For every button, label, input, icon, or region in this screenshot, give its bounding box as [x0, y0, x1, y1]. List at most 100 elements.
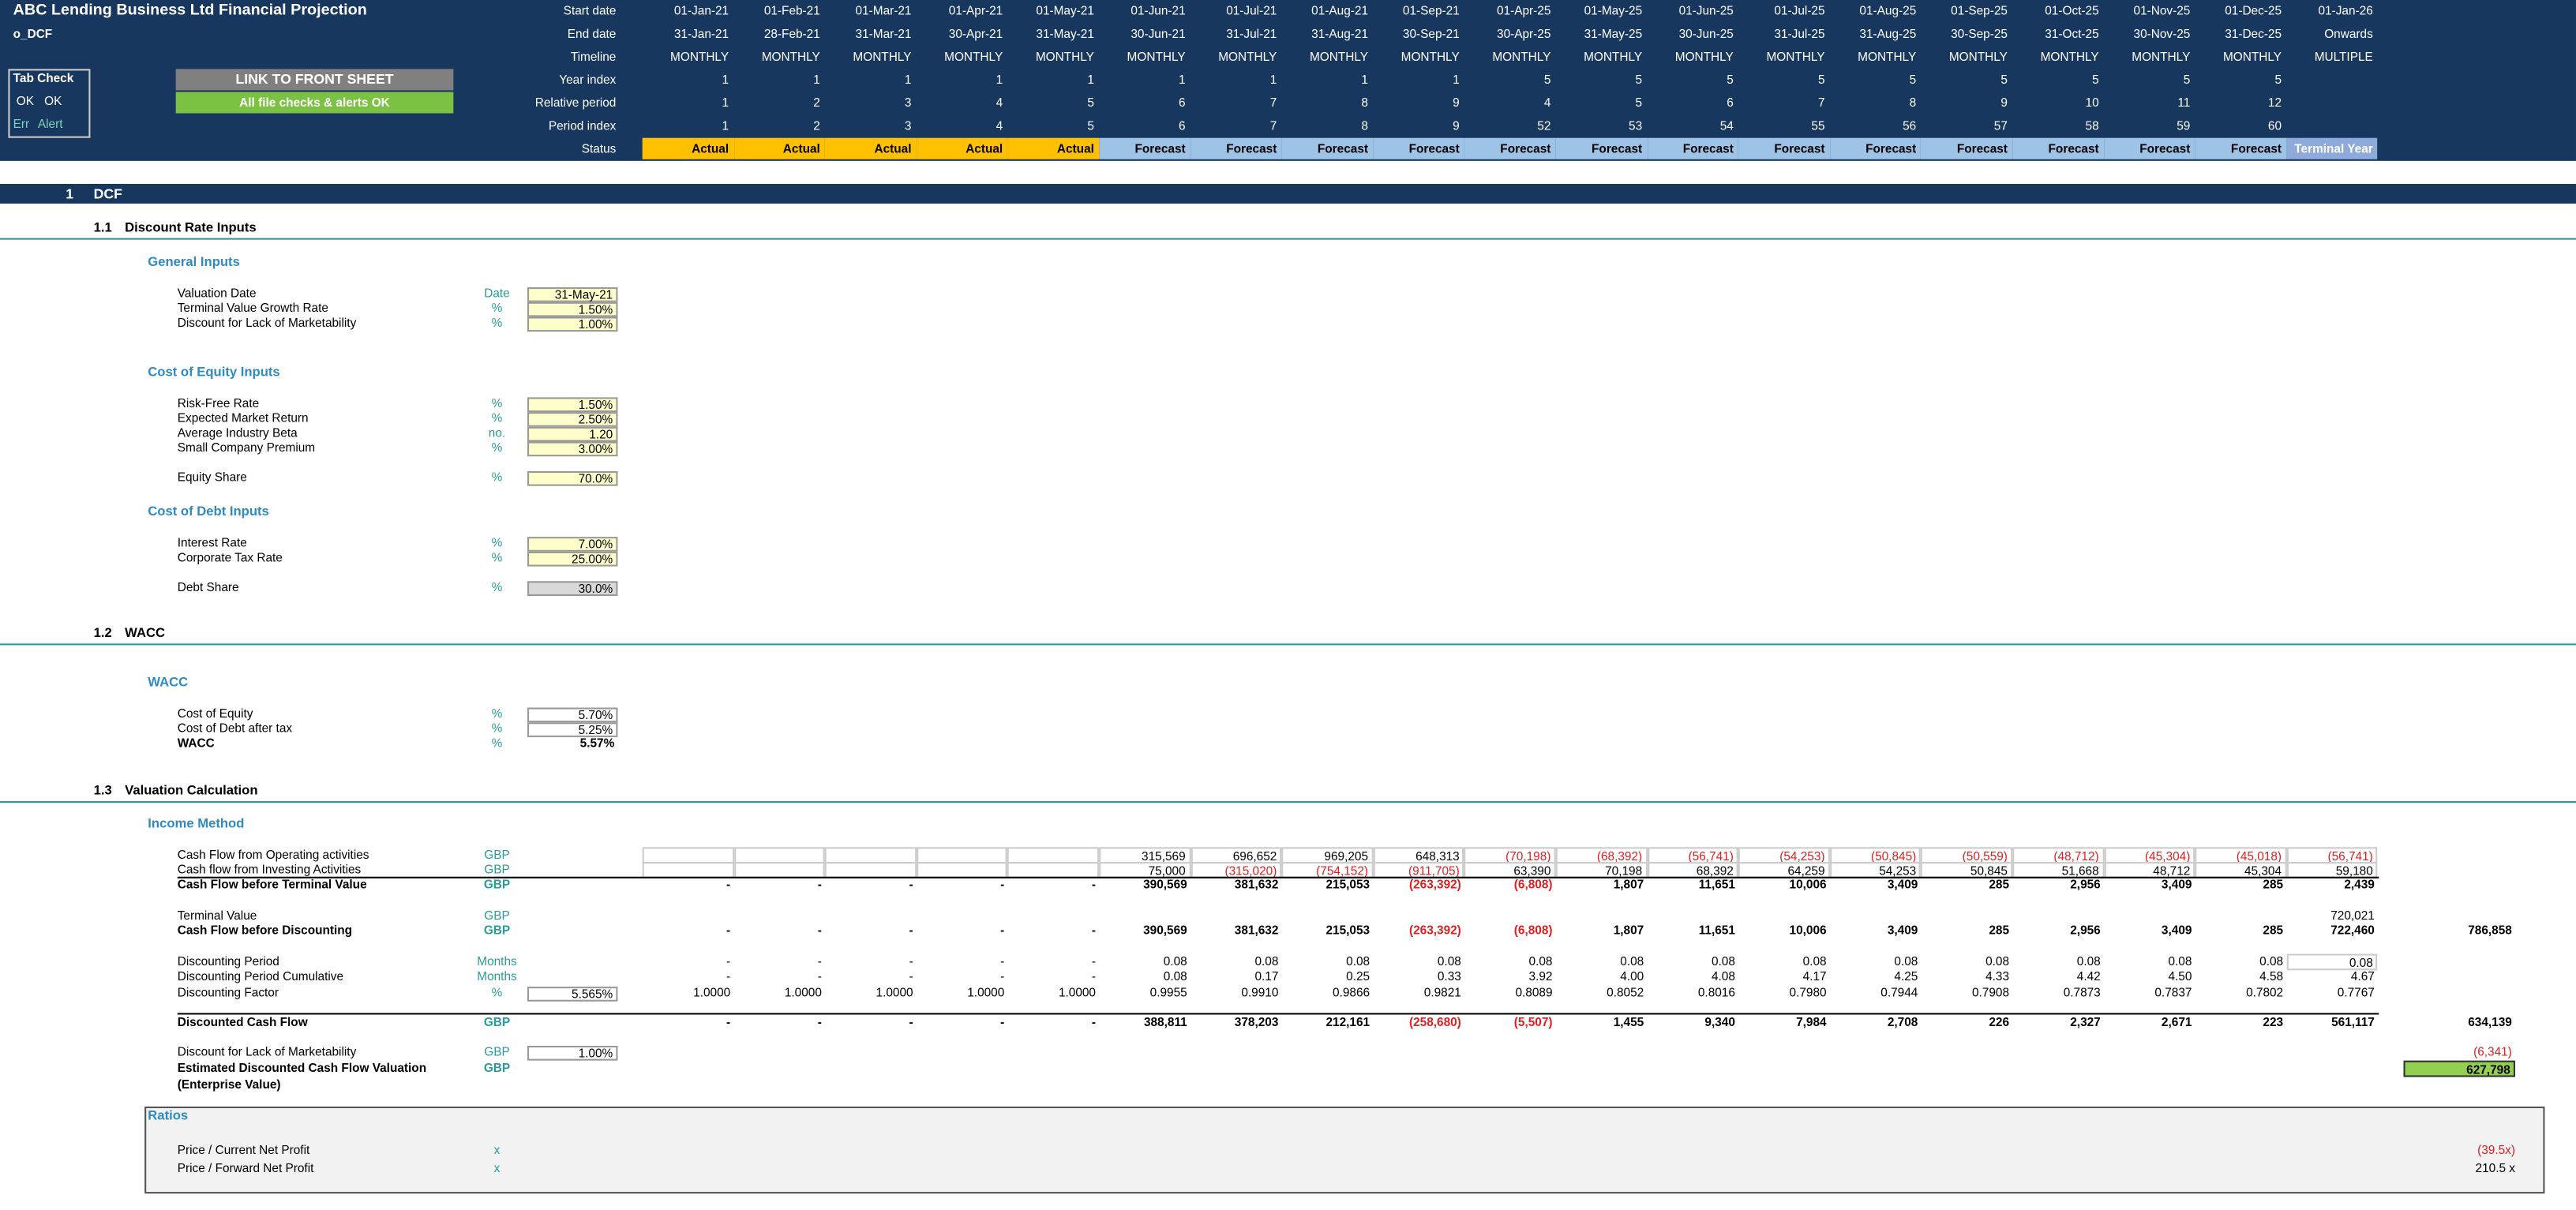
status-cell: Forecast: [1738, 137, 1830, 159]
value-cell: 3.92: [1528, 968, 1553, 983]
value-cell: 285: [1989, 876, 2010, 892]
status-cell: Forecast: [1464, 137, 1556, 159]
value-cell: 3,409: [1887, 922, 1918, 938]
value-cell: -: [909, 968, 913, 983]
input-unit: %: [491, 735, 503, 751]
timeline-cell: 52: [1537, 118, 1551, 133]
value-cell: 0.08: [2286, 953, 2379, 971]
input-cell: 25.00%: [527, 550, 618, 566]
value-cell: 4.17: [1802, 968, 1827, 983]
timeline-cell: 5: [2274, 72, 2282, 88]
timeline-cell: 31-May-21: [1036, 26, 1094, 41]
value-cell: [642, 862, 734, 878]
link-button[interactable]: LINK TO FRONT SHEET: [175, 69, 454, 91]
value-cell: 1,455: [1613, 1014, 1644, 1030]
timeline-cell: 01-Mar-21: [855, 3, 912, 18]
timeline-cell: 30-Jun-21: [1131, 26, 1186, 41]
value-cell: -: [817, 968, 822, 983]
timeline-cell: MONTHLY: [761, 49, 820, 65]
value-cell: 1,807: [1613, 876, 1644, 892]
timeline-row-label: Status: [581, 140, 617, 156]
value-cell: 561,117: [2331, 1014, 2375, 1030]
row-sublabel: (Enterprise Value): [177, 1077, 281, 1092]
value-cell: [916, 847, 1008, 864]
timeline-cell: MONTHLY: [1948, 49, 2008, 65]
value-cell: 215,053: [1325, 876, 1370, 892]
timeline-cell: MONTHLY: [944, 49, 1003, 65]
timeline-cell: 8: [1361, 118, 1369, 133]
input-cell: 3.00%: [527, 440, 618, 456]
tab-check-title: Tab Check: [13, 70, 74, 86]
timeline-cell: 3: [904, 118, 912, 133]
value-cell: 0.08: [1985, 953, 2010, 969]
timeline-cell: 01-Jul-25: [1774, 3, 1825, 18]
status-cell: Actual: [1007, 137, 1100, 159]
timeline-cell: 01-Aug-21: [1311, 3, 1369, 18]
input-cell: 5.70%: [527, 706, 618, 722]
timeline-cell: 01-Jun-21: [1131, 3, 1186, 18]
status-cell: Forecast: [1921, 137, 2013, 159]
timeline-cell: 1: [904, 72, 912, 88]
value-cell: 4.08: [1711, 968, 1735, 983]
timeline-cell: 1: [722, 72, 729, 88]
value-cell: -: [909, 953, 913, 969]
value-cell: (56,741): [2286, 847, 2379, 864]
row-label: Terminal Value: [177, 908, 257, 923]
row-label: Cash Flow before Discounting: [177, 922, 353, 938]
value-cell: 11,651: [1698, 876, 1735, 892]
timeline-cell: 01-Apr-25: [1497, 3, 1551, 18]
timeline-cell: 30-Sep-25: [1951, 26, 2008, 41]
value-cell: 45,304: [2195, 862, 2287, 878]
subsection-title: Discount Rate Inputs: [125, 219, 257, 235]
input-unit: %: [491, 300, 503, 316]
value-cell: 4.42: [2076, 968, 2101, 983]
timeline-cell: 5: [1635, 95, 1643, 111]
timeline-cell: 59: [2177, 118, 2191, 133]
value-cell: [733, 862, 826, 878]
timeline-cell: 01-Jan-21: [673, 3, 729, 18]
timeline-row-label: Timeline: [570, 49, 617, 65]
ok-label: OK: [16, 93, 35, 109]
timeline-cell: 3: [904, 95, 912, 111]
value-cell: 0.9955: [1149, 985, 1187, 1000]
value-cell: -: [726, 968, 731, 983]
input-cell: 2.50%: [527, 411, 618, 426]
err-label: Err: [13, 116, 30, 132]
value-cell: 10,006: [1789, 922, 1827, 938]
timeline-cell: MONTHLY: [670, 49, 729, 65]
input-unit: %: [491, 410, 503, 425]
timeline-cell: 5: [1087, 118, 1094, 133]
value-cell: -: [1000, 876, 1005, 892]
row-label: Cash Flow from Operating activities: [177, 847, 369, 862]
value-cell: 75,000: [1099, 862, 1191, 878]
timeline-cell: 31-Mar-21: [855, 26, 912, 41]
timeline-cell: 1: [722, 95, 729, 111]
value-cell: -: [1000, 968, 1005, 983]
value-cell: 215,053: [1325, 922, 1370, 938]
input-cell: 7.00%: [527, 536, 618, 551]
sheet-name: o_DCF: [13, 26, 53, 41]
timeline-cell: Onwards: [2324, 26, 2373, 41]
status-cell: Forecast: [1190, 137, 1282, 159]
timeline-cell: 1: [996, 72, 1003, 88]
timeline-cell: 01-Dec-25: [2225, 3, 2282, 18]
ok-label: OK: [44, 93, 62, 109]
input-cell: 5.57%: [579, 734, 615, 750]
value-cell: 285: [2263, 876, 2284, 892]
value-cell: 648,313: [1373, 847, 1464, 864]
value-cell: 390,569: [1143, 876, 1187, 892]
timeline-cell: 1: [722, 118, 729, 133]
timeline-cell: 1: [813, 72, 820, 88]
value-cell: 2,671: [2161, 1014, 2192, 1030]
value-cell: 388,811: [1143, 1014, 1187, 1030]
timeline-cell: [2286, 118, 2378, 135]
value-cell: 0.7908: [1971, 985, 2010, 1000]
value-cell: 63,390: [1464, 862, 1556, 878]
timeline-cell: MONTHLY: [853, 49, 912, 65]
row-rule: [177, 1013, 2379, 1015]
status-cell: Forecast: [2103, 137, 2195, 159]
input-label: WACC: [177, 735, 215, 751]
timeline-cell: 57: [1993, 118, 2008, 133]
value-cell: [1282, 908, 1374, 924]
status-cell: Forecast: [1647, 137, 1739, 159]
